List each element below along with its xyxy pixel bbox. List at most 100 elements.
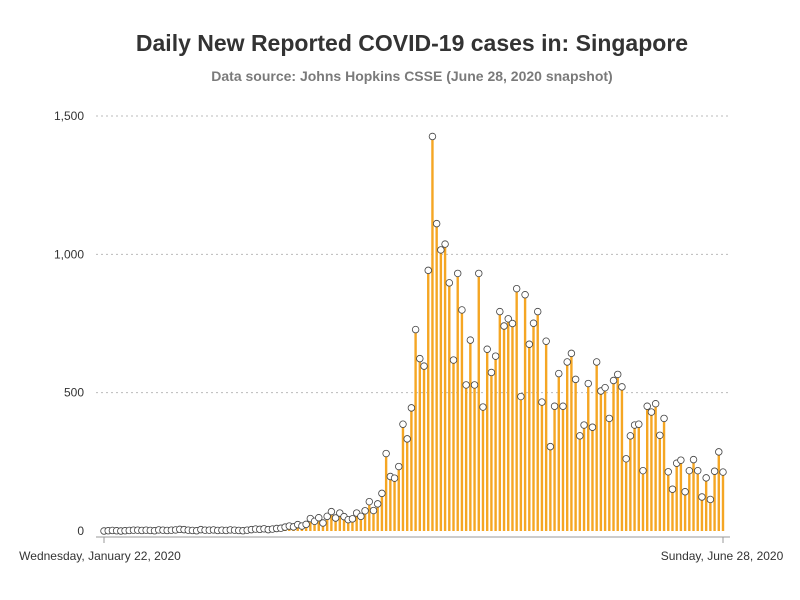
- data-point: [437, 246, 445, 254]
- bar: [342, 516, 346, 531]
- data-point: [546, 442, 555, 451]
- data-point: [656, 431, 664, 439]
- data-point: [466, 336, 475, 344]
- x-axis-ticks: Wednesday, January 22, 2020 Sunday, June …: [19, 537, 784, 563]
- data-point: [382, 449, 390, 458]
- data-point: [719, 468, 727, 476]
- x-tick-label: Wednesday, January 22, 2020: [19, 549, 181, 563]
- data-point: [378, 489, 386, 498]
- data-point: [702, 474, 710, 482]
- data-point: [681, 488, 689, 496]
- data-point: [601, 383, 609, 392]
- bar: [477, 273, 480, 531]
- bar: [536, 311, 539, 531]
- bar: [650, 412, 653, 531]
- chart-title: Daily New Reported COVID-19 cases in: Si…: [135, 30, 689, 56]
- data-point: [374, 500, 382, 508]
- data-point: [550, 402, 559, 410]
- bar: [443, 244, 447, 531]
- bar: [574, 379, 577, 531]
- data-point: [635, 420, 643, 428]
- data-point: [365, 497, 373, 506]
- bar: [460, 309, 464, 531]
- data-point: [677, 456, 685, 464]
- bar: [422, 366, 426, 531]
- bar: [507, 318, 510, 531]
- bar: [410, 407, 413, 531]
- bar: [683, 491, 687, 531]
- data-point: [302, 520, 310, 529]
- bar: [591, 427, 594, 531]
- data-point: [504, 315, 512, 323]
- gridlines: [96, 115, 730, 394]
- bar: [452, 360, 455, 531]
- bar: [448, 282, 451, 531]
- data-point: [534, 307, 542, 316]
- data-point: [647, 408, 656, 416]
- bar: [658, 435, 662, 531]
- data-point: [580, 421, 588, 429]
- data-point: [660, 414, 668, 423]
- bar: [384, 453, 388, 531]
- bar: [456, 273, 459, 531]
- data-point: [449, 356, 458, 364]
- bar: [351, 518, 354, 531]
- data-point: [643, 402, 651, 410]
- bar: [570, 353, 573, 531]
- bar: [334, 517, 337, 531]
- bar: [544, 341, 548, 531]
- data-point: [639, 466, 647, 475]
- data-point: [361, 507, 369, 515]
- x-tick-label: Sunday, June 28, 2020: [661, 549, 784, 563]
- bar: [633, 425, 636, 531]
- bar: [338, 513, 342, 531]
- bar: [565, 361, 569, 531]
- bar: [355, 513, 358, 531]
- bar: [557, 373, 560, 531]
- data-point: [462, 381, 470, 389]
- bar: [368, 501, 371, 531]
- bar: [637, 424, 640, 531]
- bar: [692, 459, 695, 531]
- data-point: [694, 466, 702, 475]
- bar: [401, 424, 405, 531]
- data-point: [470, 381, 479, 389]
- data-point: [571, 375, 580, 384]
- data-point: [508, 319, 517, 328]
- data-point: [500, 322, 508, 330]
- data-point: [576, 432, 584, 440]
- bar: [717, 451, 720, 531]
- data-point: [331, 514, 340, 522]
- y-tick-label: 1,000: [54, 247, 84, 261]
- bar: [372, 510, 375, 531]
- bar: [603, 387, 607, 531]
- data-point: [496, 307, 504, 316]
- data-point: [315, 514, 323, 522]
- bar: [519, 396, 523, 531]
- y-tick-label: 1,500: [54, 109, 84, 123]
- data-point: [454, 269, 462, 278]
- data-point: [521, 291, 529, 299]
- data-point: [706, 495, 715, 504]
- data-point: [689, 455, 698, 464]
- bar: [679, 460, 683, 531]
- data-point: [614, 370, 622, 379]
- y-axis-ticks: 0 500 1,000 1,500: [54, 109, 84, 538]
- bar: [481, 407, 485, 531]
- bar: [359, 516, 363, 531]
- data-point: [651, 400, 660, 408]
- bar: [620, 386, 624, 531]
- data-point: [542, 337, 550, 345]
- y-tick-label: 0: [77, 524, 84, 538]
- data-point: [327, 507, 336, 516]
- bar: [325, 516, 329, 531]
- bar: [641, 470, 645, 531]
- bar: [435, 223, 438, 531]
- bar: [321, 522, 325, 531]
- bar: [587, 383, 590, 531]
- bar: [595, 361, 598, 531]
- bar: [549, 446, 552, 531]
- bar: [700, 496, 704, 531]
- bar: [523, 294, 527, 531]
